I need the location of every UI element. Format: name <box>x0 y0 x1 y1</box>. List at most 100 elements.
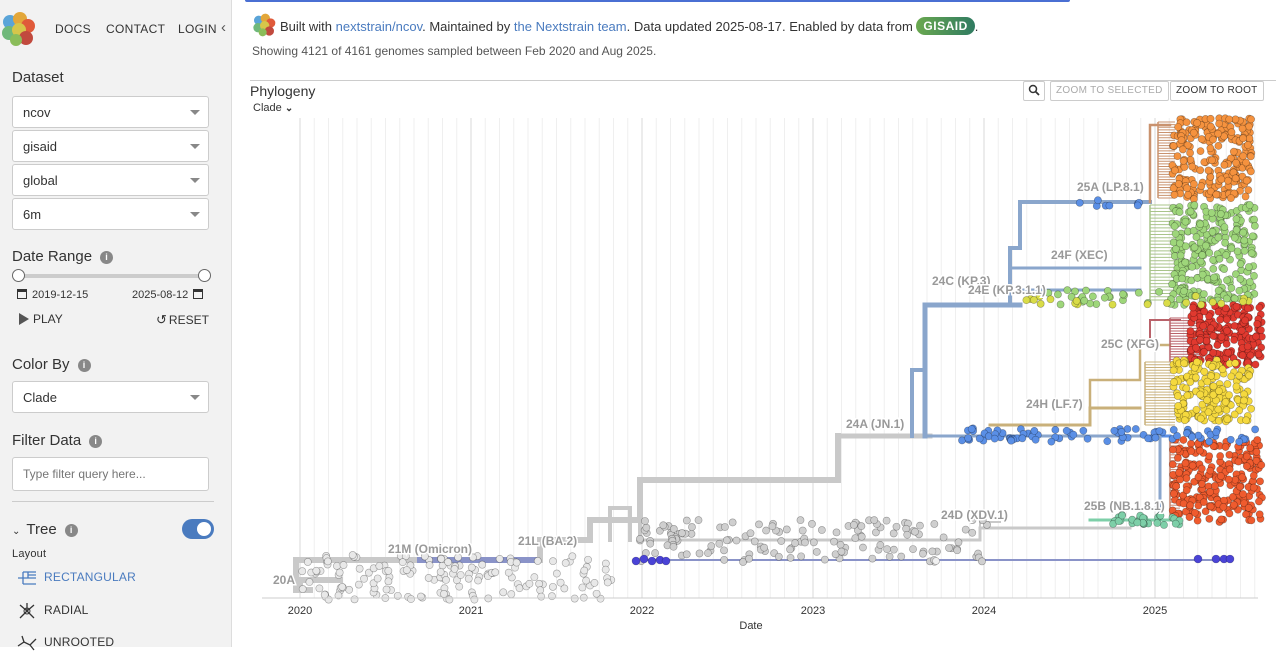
branch <box>537 537 593 563</box>
phylogeny-tree[interactable]: 20A 21M (Omicron) 21L (BA.2) 24A (JN.1) 24D … <box>250 112 1276 634</box>
gisaid-logo[interactable]: GISAID <box>916 17 975 35</box>
tip-24f <box>1199 290 1208 298</box>
tip-24h <box>1227 372 1236 381</box>
tree-tips[interactable] <box>298 114 1266 604</box>
tip-24f <box>1168 280 1177 289</box>
date-range-end-handle[interactable] <box>198 269 211 282</box>
tip-25c <box>1232 302 1241 311</box>
collapse-sidebar-icon[interactable]: ‹ <box>221 19 226 36</box>
search-zoom-button[interactable] <box>1023 81 1045 101</box>
dataset-select-2[interactable]: gisaid <box>12 130 209 162</box>
tip-24f <box>1236 274 1245 283</box>
zoom-to-root-button[interactable]: ZOOM TO ROOT <box>1170 81 1264 101</box>
tip-25a <box>1246 167 1255 176</box>
tree-chevron-icon[interactable]: ⌄ <box>12 526 21 537</box>
built-with-text: Built with <box>280 19 336 34</box>
tip-24a <box>1117 427 1126 436</box>
tip-25b <box>1206 488 1214 496</box>
tip-24e-yellow <box>1046 295 1055 304</box>
year-tick-label: 2021 <box>459 605 483 617</box>
tip-24d <box>897 552 906 561</box>
tip-24d <box>832 528 841 537</box>
tip-24a <box>1047 437 1056 446</box>
sidebar-divider <box>12 501 214 502</box>
filter-input[interactable] <box>12 457 209 491</box>
reset-label: RESET <box>168 313 209 327</box>
layout-rectangular[interactable]: RECTANGULAR <box>16 569 136 587</box>
tip-24f <box>1186 207 1195 216</box>
tip-24h <box>1232 382 1241 391</box>
dataset-select-3[interactable]: global <box>12 164 209 196</box>
tip-early <box>561 559 570 567</box>
tip-early <box>382 585 391 594</box>
tip-25b <box>1182 486 1191 495</box>
color-by-select[interactable]: Clade <box>12 381 209 413</box>
tip-early <box>512 558 521 567</box>
tip-25a <box>1238 124 1247 133</box>
nav-docs[interactable]: DOCS <box>55 22 91 36</box>
zoom-to-selected-button[interactable]: ZOOM TO SELECTED <box>1050 81 1169 101</box>
date-start[interactable]: 2019-12-15 <box>17 289 88 301</box>
branch-label-select[interactable]: Clade ⌄ <box>253 102 293 114</box>
tip-25a-blue <box>1105 201 1114 210</box>
tip-24f <box>1221 238 1230 247</box>
play-button[interactable]: PLAY <box>19 312 63 326</box>
date-range-slider-track[interactable] <box>18 274 204 278</box>
tip-early <box>303 558 312 566</box>
tip-24h <box>1186 378 1195 386</box>
tip-24d <box>928 547 937 556</box>
tip-24d <box>857 532 866 541</box>
tip-25c <box>1189 303 1197 312</box>
tip-24f <box>1232 226 1241 234</box>
tip-24f <box>1175 208 1184 216</box>
tip-25b <box>1179 499 1188 508</box>
tip-24e <box>1080 296 1089 305</box>
year-tick-label: 2024 <box>972 605 996 617</box>
tip-darkblue <box>647 556 657 566</box>
info-icon[interactable]: i <box>89 435 103 448</box>
layout-unrooted[interactable]: UNROOTED <box>16 634 114 652</box>
tip-24h <box>1198 400 1207 409</box>
branch <box>1088 343 1172 410</box>
date-end[interactable]: 2025-08-12 <box>132 289 204 301</box>
info-icon[interactable]: i <box>77 359 91 372</box>
tip-24d <box>961 525 970 534</box>
tip-24d <box>797 552 806 561</box>
color-by-title: Color By i <box>12 356 91 373</box>
dataset-select-1[interactable]: ncov <box>12 96 209 128</box>
tip-24d <box>945 544 953 552</box>
tip-24d <box>755 520 763 529</box>
nav-contact[interactable]: CONTACT <box>106 22 166 36</box>
layout-radial[interactable]: RADIAL <box>16 602 89 620</box>
tree-toggle[interactable] <box>182 519 214 539</box>
tip-25a <box>1206 173 1215 181</box>
nextstrain-logo[interactable] <box>0 11 36 47</box>
nav-login[interactable]: LOGIN <box>178 22 217 36</box>
tip-early <box>453 576 461 585</box>
tip-24f <box>1198 270 1207 279</box>
info-icon[interactable]: i <box>100 251 114 264</box>
reset-button[interactable]: ↺ RESET <box>156 312 209 328</box>
tip-24d <box>830 537 838 546</box>
tip-25a <box>1212 190 1221 199</box>
team-link[interactable]: the Nextstrain team <box>513 19 627 34</box>
tip-early <box>455 582 464 591</box>
tip-25b-teal <box>1114 517 1123 526</box>
tip-25a <box>1231 174 1240 183</box>
tip-24f <box>1172 244 1180 253</box>
tip-25b <box>1253 436 1262 444</box>
branch <box>638 526 1132 542</box>
tip-24d <box>659 521 668 530</box>
tip-early <box>305 578 314 586</box>
tip-24h <box>1180 359 1188 368</box>
tree-title: ⌄ Tree i <box>12 521 78 538</box>
tip-24d <box>651 549 660 557</box>
dataset-select-4[interactable]: 6m <box>12 198 209 230</box>
tip-24d <box>978 516 987 525</box>
tip-24f <box>1176 251 1185 260</box>
info-icon[interactable]: i <box>64 524 78 537</box>
tip-24a <box>990 434 999 443</box>
nextstrain-small-logo <box>253 13 276 37</box>
date-range-start-handle[interactable] <box>12 269 25 282</box>
build-link[interactable]: nextstrain/ncov <box>335 19 423 34</box>
